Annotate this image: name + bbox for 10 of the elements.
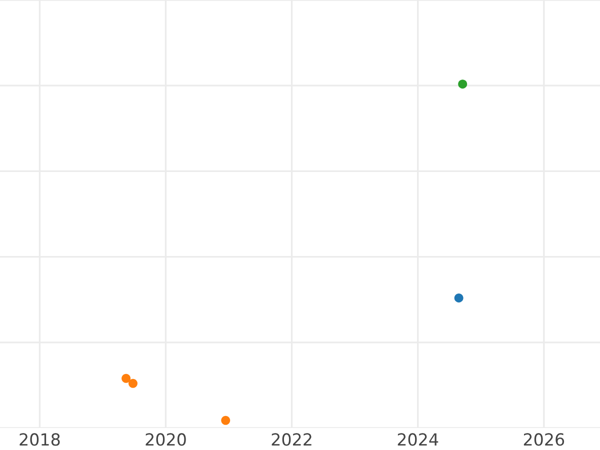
point xyxy=(122,374,131,383)
point xyxy=(458,80,468,89)
x-tick-label: 2020 xyxy=(146,433,186,446)
point xyxy=(221,416,230,425)
x-tick-label: 2026 xyxy=(524,433,564,446)
x-tick-label: 2022 xyxy=(272,433,312,446)
x-tick-label: 2018 xyxy=(20,433,60,446)
point xyxy=(454,294,464,303)
point xyxy=(128,378,138,388)
x-tick-label: 2024 xyxy=(398,433,438,446)
